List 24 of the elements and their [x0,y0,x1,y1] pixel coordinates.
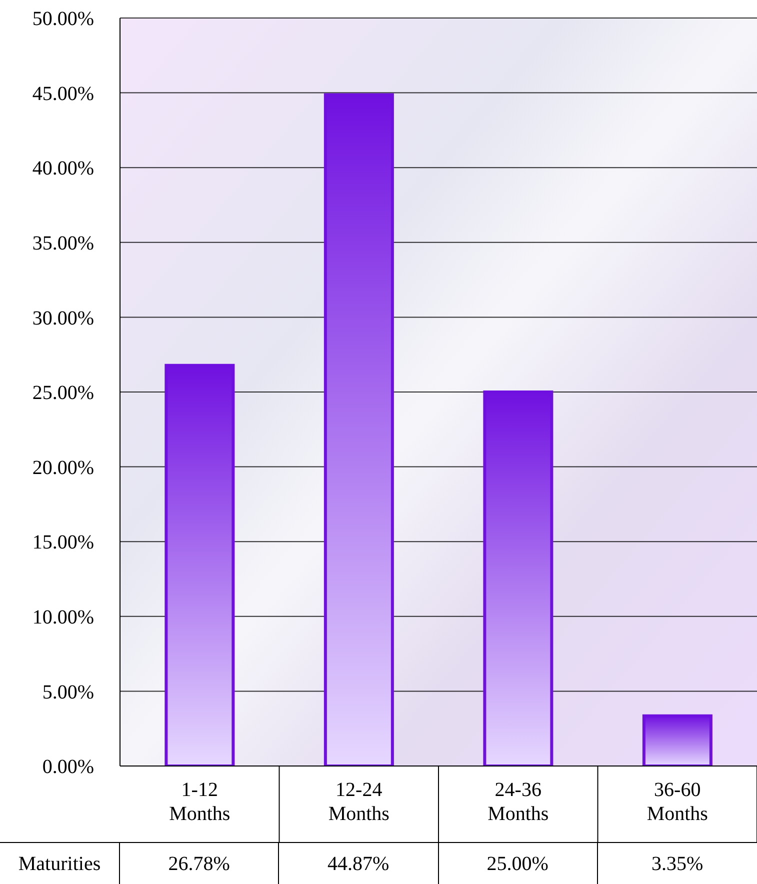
y-tick-label: 20.00% [32,456,94,479]
x-tick-label: 12-24 Months [328,779,390,825]
bar [642,714,712,766]
y-tick-label: 35.00% [32,232,94,254]
y-tick-label: 5.00% [42,681,94,704]
x-tick-label: 24-36 Months [488,779,549,825]
y-tick-label: 10.00% [32,606,94,628]
data-label: 3.35% [650,852,704,876]
data-label: 25.00% [438,843,598,884]
data-label: 44.87% [279,843,438,884]
data-label: 26.78% [120,843,280,884]
x-tick-label: 1-12 Months [169,779,230,825]
y-tick-label: 0.00% [42,756,94,778]
bar [324,93,394,766]
y-tick-label: 25.00% [32,382,94,404]
x-tick-label: 36-60 Months [646,779,708,825]
bar [483,390,554,766]
y-tick-label: 40.00% [32,158,94,180]
y-tick-label: 30.00% [32,307,94,330]
y-tick-label: 15.00% [32,532,94,554]
y-tick-label: 45.00% [32,82,94,105]
bar [164,364,235,766]
legend-label: Maturities [0,843,120,884]
y-tick-label: 50.00% [32,8,94,30]
